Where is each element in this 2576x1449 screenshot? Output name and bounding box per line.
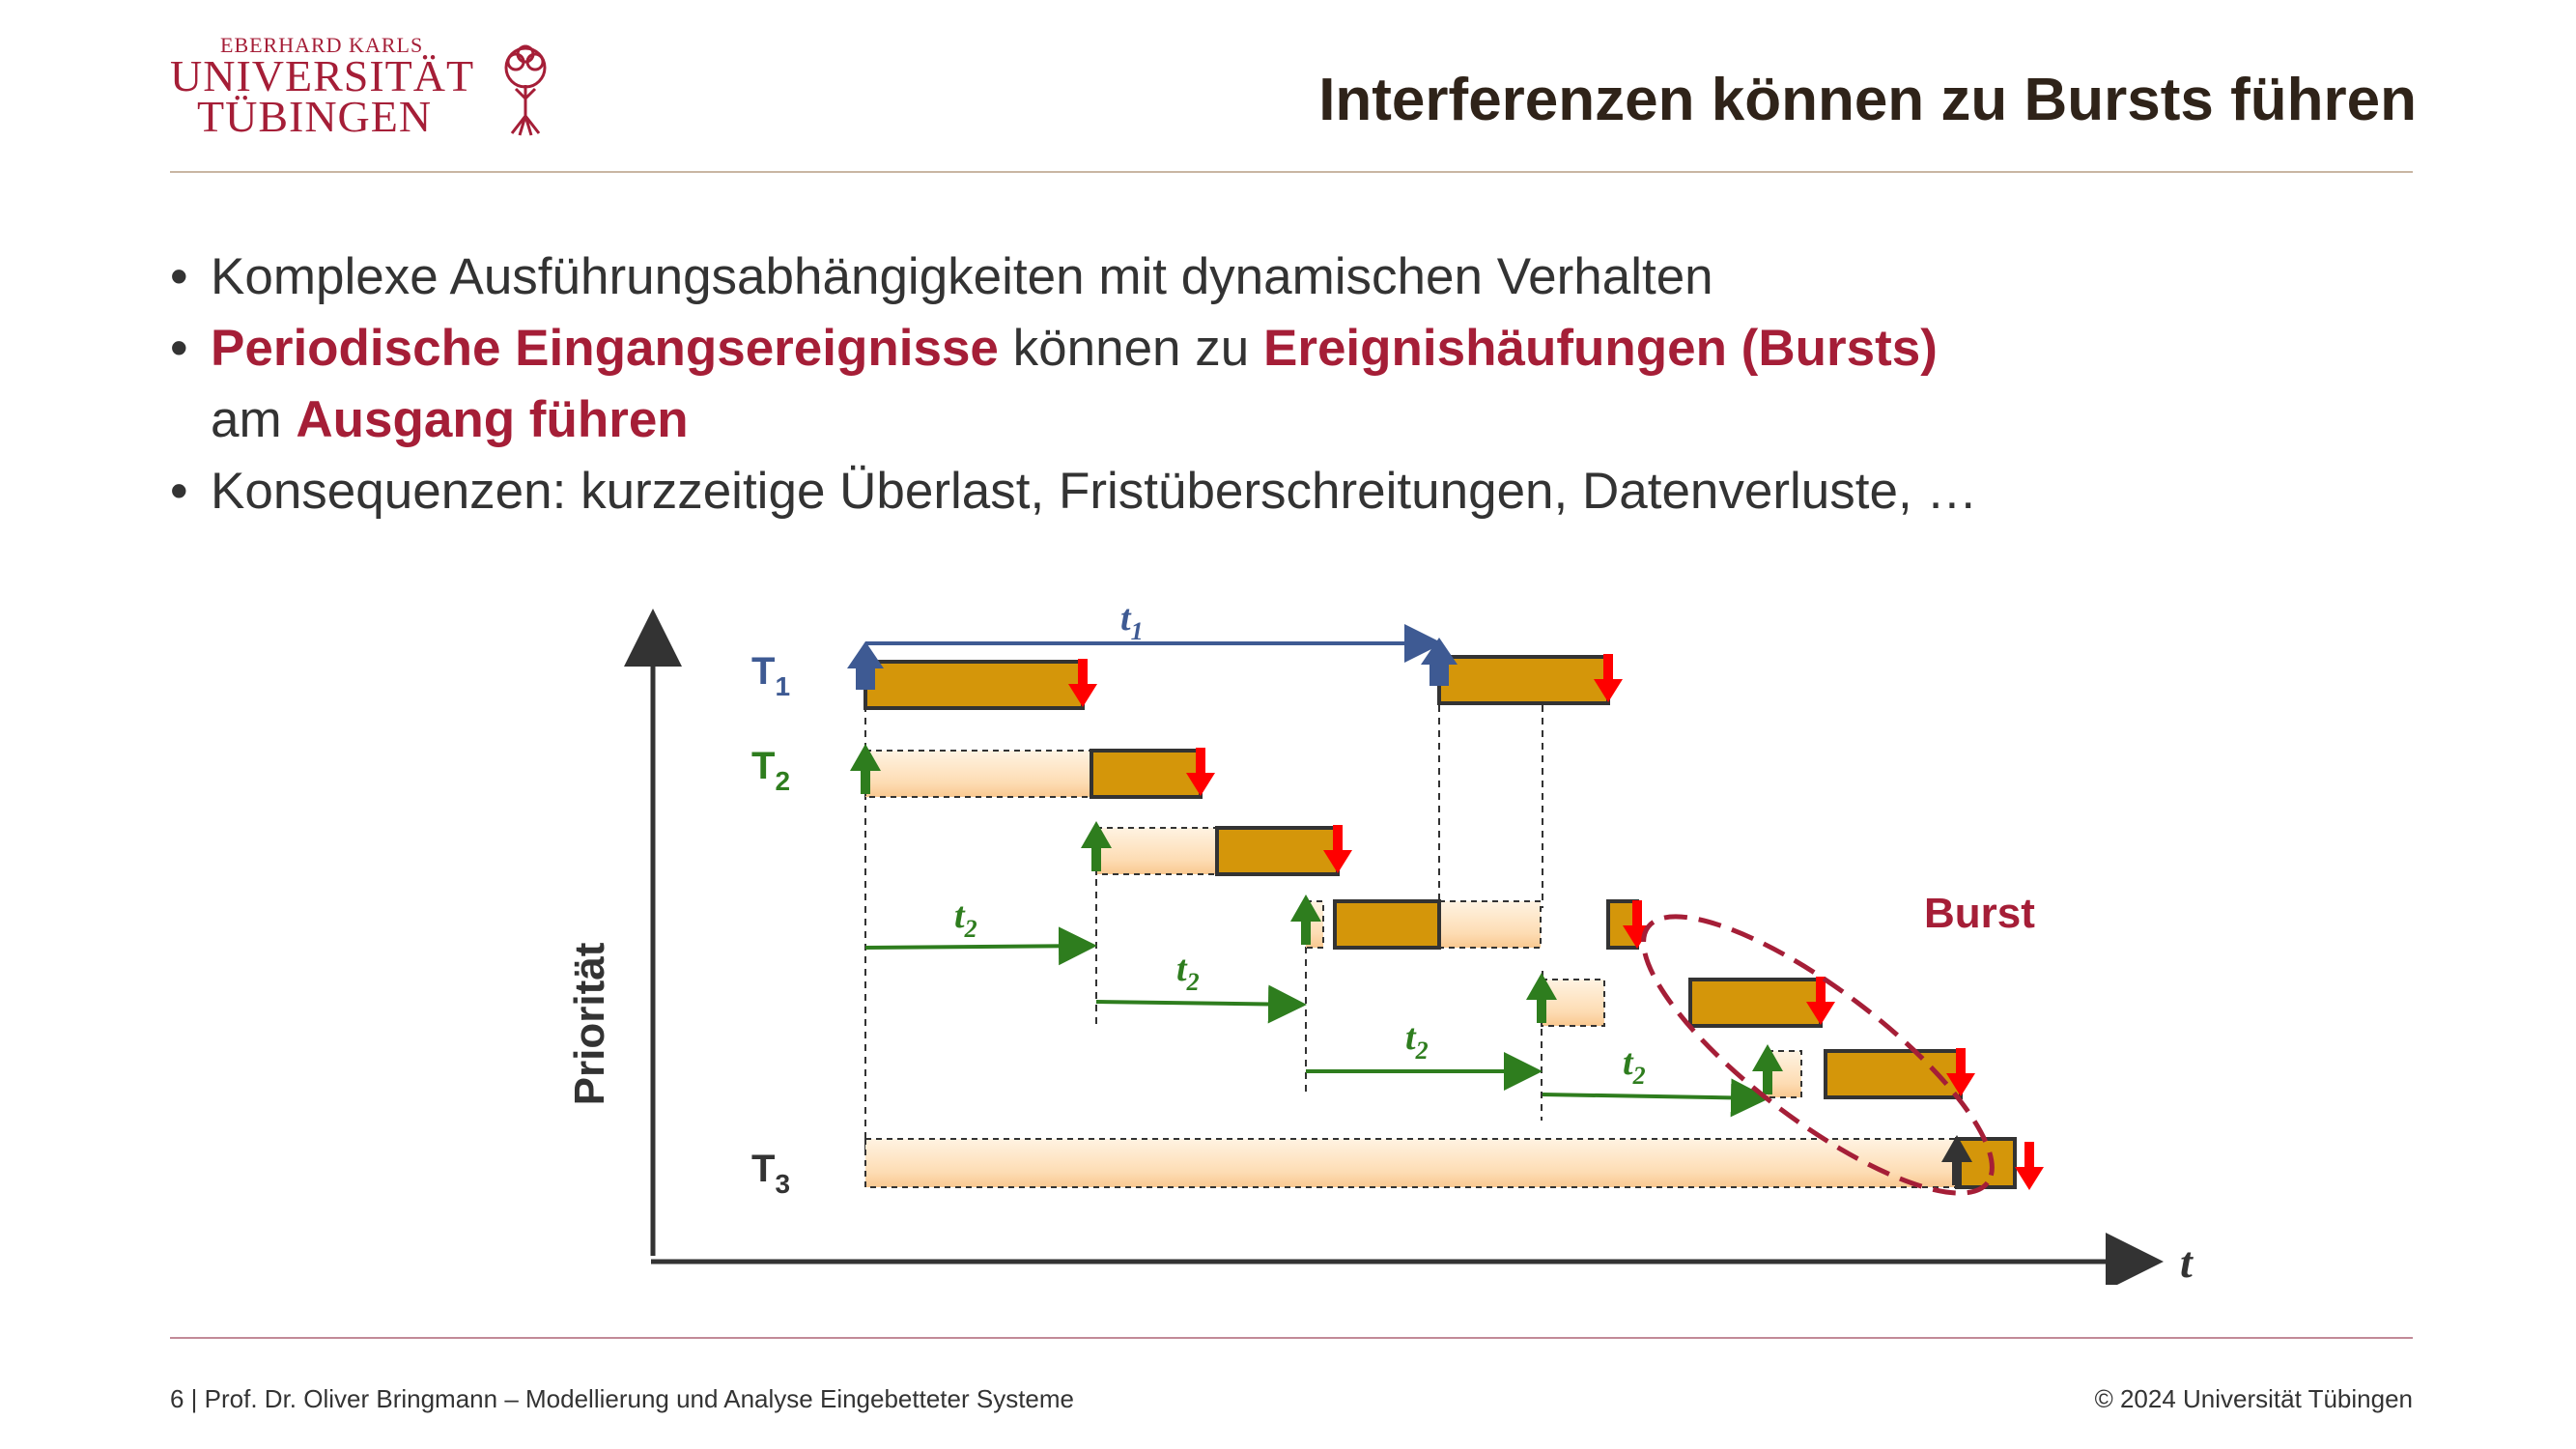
bullet-dot: • <box>170 320 188 377</box>
bullet-item-3: • Konsequenzen: kurzzeitige Überlast, Fri… <box>170 456 2411 527</box>
period-label-t1: t1 <box>1120 598 1144 645</box>
bullet-item-2-continuation: am Ausgang führen <box>170 384 2411 456</box>
slide-title: Interferenzen können zu Bursts führen <box>1318 67 2417 133</box>
bullet-text: am <box>211 391 297 448</box>
period-label-t2: t2 <box>1405 1017 1429 1065</box>
period-arrows-t2 <box>864 926 1769 1118</box>
completion-arrows <box>1068 654 2044 1190</box>
bullet-dot: • <box>170 463 188 520</box>
activation-arrow-t2 <box>1081 821 1112 871</box>
completion-arrow <box>2015 1142 2044 1190</box>
activation-arrow-t2 <box>1526 973 1557 1023</box>
completion-arrow <box>1806 977 1835 1025</box>
activation-arrow-t2 <box>1752 1044 1783 1094</box>
footer-divider <box>170 1337 2413 1339</box>
activation-arrow-t3 <box>1941 1135 1972 1185</box>
footer-course-info: 6 | Prof. Dr. Oliver Bringmann – Modelli… <box>170 1384 1075 1413</box>
bullet-text: Konsequenzen: kurzzeitige Überlast, Fris… <box>211 463 1978 520</box>
completion-arrow <box>1323 825 1352 873</box>
highlight-periodic-events: Periodische Eingangsereignisse <box>211 320 999 377</box>
activation-arrows <box>847 638 1972 1185</box>
activation-arrow-t1 <box>847 641 884 690</box>
highlight-bursts: Ereignishäufungen (Bursts) <box>1262 320 1938 377</box>
task-label-t1: T1 <box>751 650 790 701</box>
completion-arrow <box>1186 748 1215 796</box>
task-label-t2: T2 <box>751 745 790 796</box>
header-divider <box>170 171 2413 173</box>
period-label-t2: t2 <box>1176 949 1200 996</box>
logo-line-2: UNIVERSITÄT <box>170 51 475 100</box>
activation-arrow-t2 <box>1290 895 1321 945</box>
waiting-bars <box>864 750 1958 1188</box>
bullet-dot: • <box>170 248 188 305</box>
bullet-text: können zu <box>998 320 1263 377</box>
highlight-output: Ausgang führen <box>296 391 689 448</box>
y-axis-label: Priorität <box>566 942 613 1105</box>
period-label-t2: t2 <box>954 895 977 943</box>
bullet-item-1: • Komplexe Ausführungsabhängigkeiten mit … <box>170 242 2411 313</box>
tree-emblem-icon <box>504 44 547 136</box>
footer-copyright: © 2024 Universität Tübingen <box>2094 1384 2413 1413</box>
activation-arrow-t1 <box>1421 638 1458 686</box>
logo-line-3: TÜBINGEN <box>197 92 433 141</box>
bullet-text: Komplexe Ausführungsabhängigkeiten mit d… <box>211 248 1713 305</box>
period-label-t2: t2 <box>1623 1042 1646 1090</box>
task-label-t3: T3 <box>751 1148 790 1199</box>
burst-label: Burst <box>1924 890 2035 937</box>
activation-arrow-t2 <box>850 744 881 794</box>
bullet-list: • Komplexe Ausführungsabhängigkeiten mit … <box>170 242 2411 527</box>
completion-arrow <box>1594 654 1623 702</box>
scheduling-diagram: Priorität t T1 T2 T3 t1 t2 t2 t2 t2 <box>566 598 2194 1285</box>
logo-line-1: EBERHARD KARLS <box>220 33 424 57</box>
burst-highlight-ellipse <box>1641 914 1995 1196</box>
completion-arrow <box>1068 659 1097 707</box>
completion-arrow <box>1946 1048 1975 1096</box>
x-axis-label: t <box>2180 1237 2194 1285</box>
university-logo: EBERHARD KARLS UNIVERSITÄT TÜBINGEN <box>170 33 576 139</box>
bullet-item-2: • Periodische Eingangsereignisse können z… <box>170 313 2411 384</box>
